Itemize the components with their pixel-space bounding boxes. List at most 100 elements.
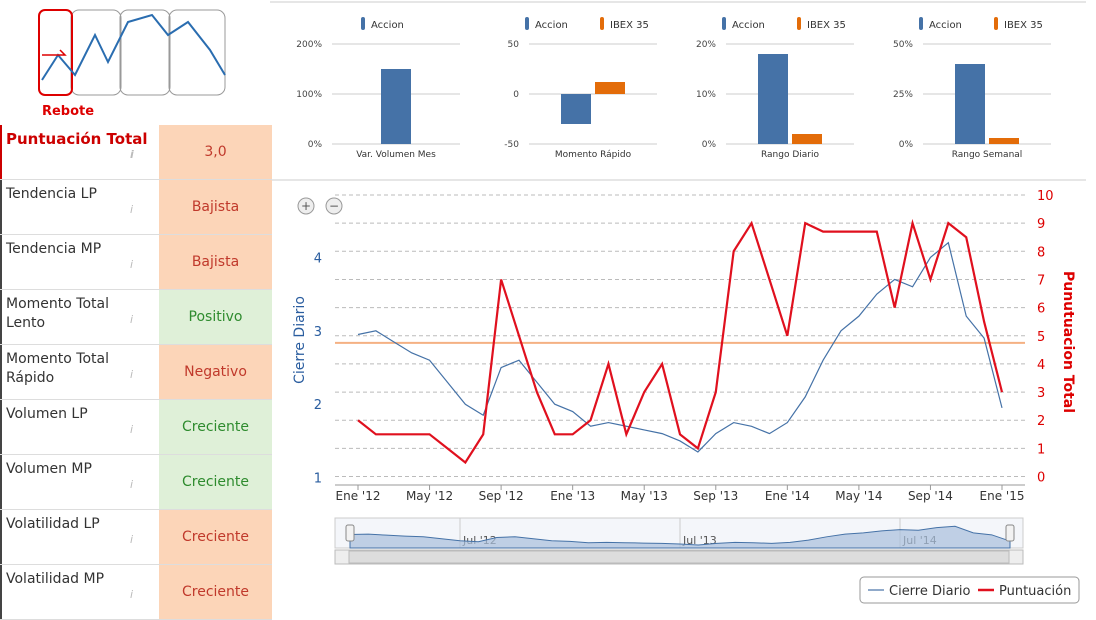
y2-tick-label: 10 — [1037, 189, 1054, 204]
y-tick-label: 10% — [696, 90, 716, 100]
navigator-handle[interactable] — [345, 524, 355, 542]
score-row: Puntuación Total i 3,0 — [0, 125, 272, 180]
score-row: Momento Total Lento i Positivo — [0, 290, 272, 345]
legend-marker — [797, 17, 801, 30]
y-tick-label: 0 — [513, 90, 519, 100]
x-tick-label: Rango Semanal — [952, 150, 1023, 160]
legend-label: Cierre Diario — [889, 584, 971, 599]
legend-label: Accion — [929, 20, 962, 31]
score-row: Volumen MP i Creciente — [0, 455, 272, 510]
y2-tick-label: 3 — [1037, 386, 1045, 401]
info-icon[interactable]: i — [130, 478, 134, 491]
y2-tick-label: 9 — [1037, 217, 1045, 232]
x-tick-label: Rango Diario — [761, 150, 820, 160]
info-icon[interactable]: i — [130, 313, 134, 326]
info-icon[interactable]: i — [130, 258, 134, 271]
legend-label: IBEX 35 — [610, 20, 649, 31]
x-tick-label: Momento Rápido — [555, 150, 632, 160]
x-tick-label: Sep '13 — [693, 489, 738, 503]
x-tick-label: Ene '14 — [765, 489, 810, 503]
row-value: Negativo — [159, 345, 272, 399]
y-tick-label: 1 — [314, 472, 322, 487]
score-row: Volumen LP i Creciente — [0, 400, 272, 455]
row-label: Puntuación Total i — [0, 125, 151, 179]
row-value: Creciente — [159, 400, 272, 454]
y-tick-label: 100% — [296, 90, 322, 100]
row-value: Positivo — [159, 290, 272, 344]
y2-tick-label: 6 — [1037, 302, 1045, 317]
x-tick-label: Sep '12 — [479, 489, 524, 503]
legend-label: Accion — [371, 20, 404, 31]
y-tick-label: 0% — [308, 140, 323, 150]
legend-label: Accion — [732, 20, 765, 31]
label-text: Tendencia LP — [6, 186, 97, 202]
info-icon[interactable]: i — [130, 588, 134, 601]
x-tick-label: Ene '15 — [980, 489, 1025, 503]
zoom-out[interactable]: − — [325, 197, 343, 215]
row-label: Volumen LP i — [0, 400, 151, 454]
y2-tick-label: 5 — [1037, 330, 1045, 345]
svg-text:+: + — [301, 199, 311, 213]
series-line — [357, 218, 1004, 465]
y-tick-label: 2 — [314, 398, 322, 413]
y-tick-label: 0% — [899, 140, 914, 150]
legend-marker — [722, 17, 726, 30]
scrollbar-thumb[interactable] — [348, 550, 1010, 564]
x-tick-label: May '13 — [621, 489, 668, 503]
row-value: Bajista — [159, 235, 272, 289]
label-text: Volumen MP — [6, 461, 92, 477]
zoom-in[interactable]: + — [297, 197, 315, 215]
svg-text:−: − — [329, 199, 339, 213]
legend-marker — [361, 17, 365, 30]
row-label: Tendencia MP i — [0, 235, 151, 289]
info-icon[interactable]: i — [130, 368, 134, 381]
legend-marker — [919, 17, 923, 30]
legend-marker — [994, 17, 998, 30]
row-value: 3,0 — [159, 125, 272, 179]
row-value: Creciente — [159, 455, 272, 509]
score-row: Tendencia MP i Bajista — [0, 235, 272, 290]
legend — [859, 576, 1080, 604]
row-value: Creciente — [159, 565, 272, 619]
info-icon[interactable]: i — [130, 203, 134, 216]
row-label: Momento Total Rápido i — [0, 345, 151, 399]
x-tick-label: Ene '12 — [336, 489, 381, 503]
row-label: Momento Total Lento i — [0, 290, 151, 344]
y-tick-label: 3 — [314, 325, 322, 340]
y2-tick-label: 7 — [1037, 273, 1045, 288]
row-value: Bajista — [159, 180, 272, 234]
y2-tick-label: 8 — [1037, 245, 1045, 260]
series-line — [357, 241, 1003, 453]
bar — [561, 94, 591, 124]
row-label: Volumen MP i — [0, 455, 151, 509]
y-tick-label: -50 — [504, 140, 519, 150]
y2-tick-label: 4 — [1037, 358, 1045, 373]
y-axis-title: Cierre Diario — [292, 296, 308, 384]
legend-label: IBEX 35 — [1004, 20, 1043, 31]
label-text: Volumen LP — [6, 406, 88, 422]
info-icon[interactable]: i — [130, 533, 134, 546]
bar — [758, 54, 788, 144]
label-text: Volatilidad MP — [6, 571, 105, 587]
info-icon[interactable]: i — [130, 148, 134, 161]
label-text: Momento Total Lento — [6, 296, 109, 331]
score-table: Puntuación Total i 3,0 Tendencia LP i Bajista… — [0, 125, 272, 620]
y-tick-label: 50% — [893, 40, 913, 50]
info-icon[interactable]: i — [130, 423, 134, 436]
label-text: Puntuación Total — [6, 130, 148, 148]
bar — [955, 64, 985, 144]
score-row: Momento Total Rápido i Negativo — [0, 345, 272, 400]
x-tick-label: Var. Volumen Mes — [356, 150, 436, 160]
x-tick-label: Ene '13 — [550, 489, 595, 503]
y2-tick-label: 2 — [1037, 414, 1045, 429]
legend-marker — [600, 17, 604, 30]
row-value: Creciente — [159, 510, 272, 564]
bar — [595, 82, 625, 94]
navigator-handle[interactable] — [1005, 524, 1015, 542]
y-tick-label: 20% — [696, 40, 716, 50]
row-label: Volatilidad LP i — [0, 510, 151, 564]
logo-label: Rebote — [42, 104, 94, 119]
y2-axis-title: Punutuacion Total — [1060, 271, 1076, 413]
